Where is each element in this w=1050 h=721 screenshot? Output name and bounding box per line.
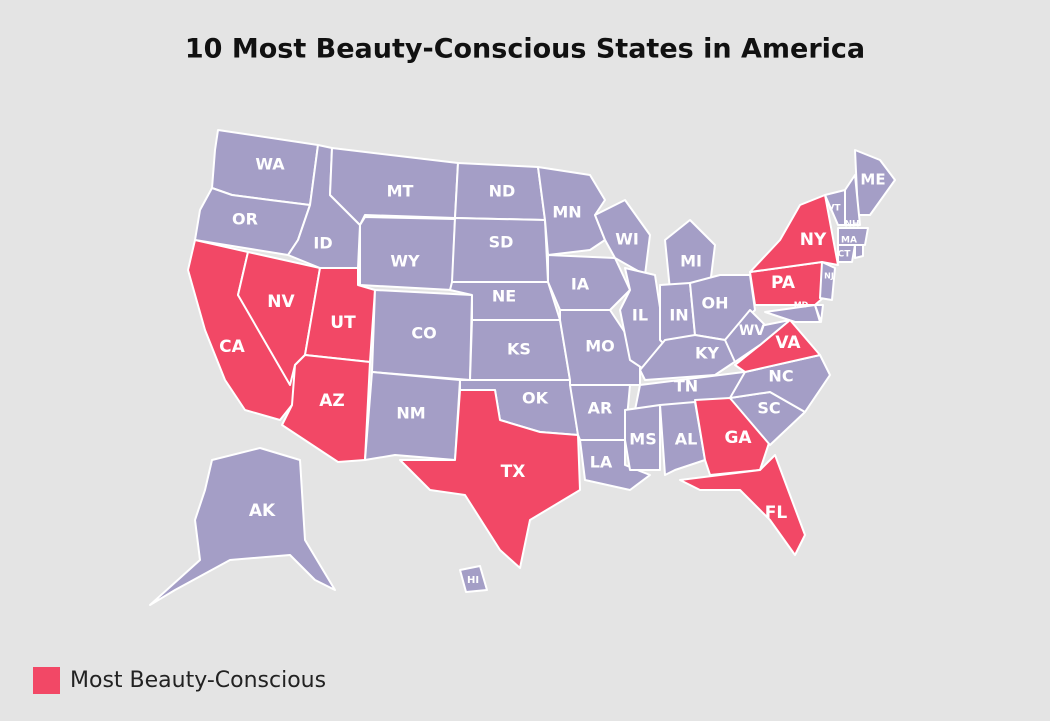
legend-label: Most Beauty-Conscious [70, 668, 326, 693]
state-label: NM [396, 404, 425, 423]
state-label: NV [267, 292, 295, 312]
state-label: UT [330, 313, 356, 333]
state-label: OK [522, 389, 549, 408]
state-label: MO [585, 337, 615, 356]
state-label: CO [411, 324, 436, 343]
state-shape [659, 401, 706, 476]
state-label: TX [501, 462, 526, 482]
state-label: CA [219, 337, 245, 357]
state-label: WA [255, 155, 285, 174]
state-label: VA [775, 333, 801, 353]
state-label: OH [702, 294, 729, 313]
state-label: IN [669, 306, 688, 325]
map-title: 10 Most Beauty-Conscious States in Ameri… [185, 34, 865, 65]
state-label: WY [390, 252, 420, 271]
state-label: AL [675, 430, 698, 449]
state-label: CT [838, 250, 852, 260]
state-label: NY [800, 230, 827, 250]
state-label: IL [632, 306, 648, 325]
state-shape [624, 404, 661, 471]
state-label: NJ [824, 272, 834, 281]
state-label: HI [467, 575, 479, 586]
state-shape [364, 371, 461, 461]
state-shape [854, 244, 864, 259]
state-shape [459, 565, 488, 593]
state-shape [819, 261, 836, 301]
state-label: MT [387, 182, 414, 201]
state-label: NE [492, 287, 516, 306]
state-shape [149, 447, 336, 606]
state-shape [837, 244, 856, 263]
state-label: KS [507, 340, 531, 359]
state-label: ID [313, 234, 332, 253]
state-label: FL [765, 503, 788, 523]
state-label: ME [860, 171, 885, 189]
state-label: NC [768, 367, 793, 386]
state-label: MS [629, 430, 656, 449]
state-label: MN [552, 203, 581, 222]
state-label: VT [827, 204, 841, 214]
state-label: SD [489, 233, 514, 252]
legend-swatch [33, 667, 60, 694]
state-label: LA [590, 453, 613, 472]
state-label: SC [757, 399, 780, 418]
state-shape [814, 304, 824, 323]
state-shape [664, 219, 716, 291]
state-shape [844, 174, 861, 226]
state-label: KY [695, 344, 719, 363]
state-label: AZ [319, 391, 344, 411]
state-shape [399, 389, 581, 569]
state-shape [619, 267, 666, 371]
state-shape [679, 454, 806, 556]
state-shape [837, 227, 869, 246]
state-label: GA [724, 428, 752, 448]
state-label: OR [232, 210, 258, 229]
state-label: WI [615, 230, 639, 249]
state-label: AK [249, 501, 276, 521]
state-label: MD [794, 301, 809, 310]
state-label: AR [588, 399, 613, 418]
states-layer [149, 129, 896, 606]
state-label: MA [841, 236, 857, 246]
state-shape [281, 354, 371, 463]
state-label: NH [844, 220, 859, 230]
state-label: ND [489, 182, 516, 201]
state-label: IA [571, 275, 590, 294]
state-label: MI [680, 252, 702, 271]
state-label: WV [739, 323, 765, 339]
labels-layer: WA OR CA NV ID MT WY UT AZ CO NM ND SD NE KS OK TX MN IA MO… [219, 155, 885, 587]
state-label: TN [674, 377, 698, 396]
state-shape [359, 216, 456, 291]
state-label: PA [771, 273, 796, 293]
